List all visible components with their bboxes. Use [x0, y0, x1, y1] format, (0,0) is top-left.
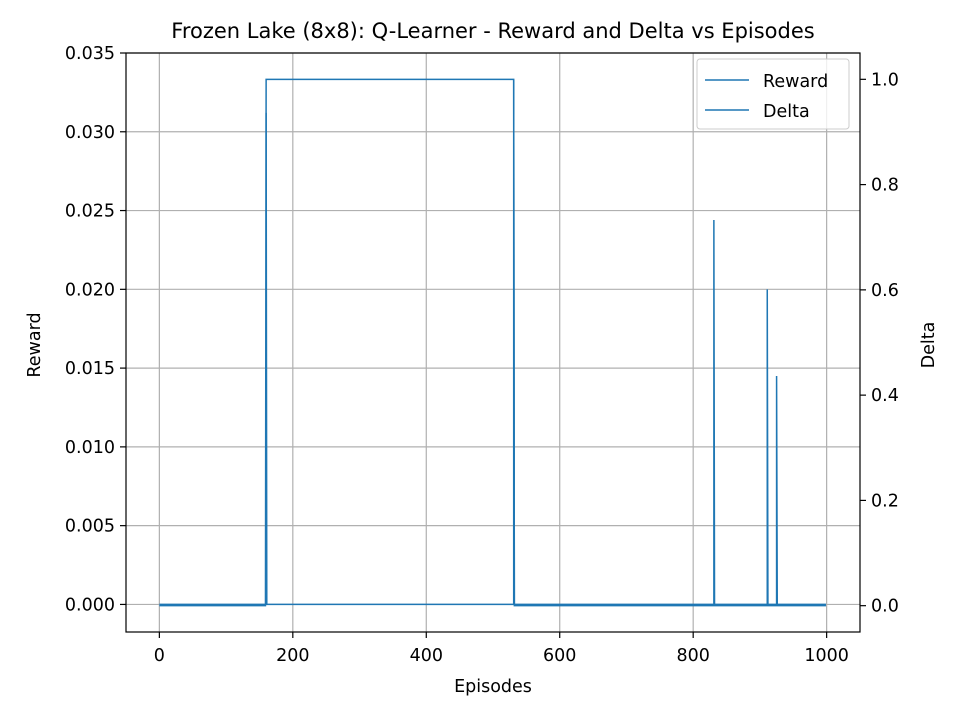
y-tick-label-right: 0.4: [871, 386, 899, 406]
x-tick-label: 600: [543, 646, 576, 666]
series-line-delta: [159, 78, 826, 607]
y-tick-label-right: 0.0: [871, 597, 899, 617]
y-tick-label-left: 0.000: [65, 595, 115, 615]
y-axis-right: 0.0 0.2 0.4 0.6 0.8 1.0: [860, 70, 899, 617]
y-tick-label-left: 0.010: [65, 438, 115, 458]
x-tick-label: 200: [276, 646, 309, 666]
y-axis-label: Reward: [25, 312, 45, 377]
y-tick-label-left: 0.015: [65, 359, 115, 379]
y-axis-left: 0.000 0.005 0.010 0.015 0.020 0.025 0.030 0.035: [65, 44, 126, 615]
x-tick-label: 0: [154, 646, 165, 666]
y-tick-label-right: 0.8: [871, 176, 899, 196]
series-layer: [159, 78, 826, 607]
x-axis-label: Episodes: [454, 677, 532, 697]
y-tick-label-left: 0.025: [65, 202, 115, 222]
legend-label-reward: Reward: [763, 72, 828, 92]
y-tick-label-left: 0.035: [65, 44, 115, 64]
chart-title: Frozen Lake (8x8): Q-Learner - Reward an…: [171, 19, 814, 43]
y-tick-label-right: 0.2: [871, 491, 899, 511]
y-tick-label-right: 1.0: [871, 70, 899, 90]
y-tick-label-left: 0.030: [65, 123, 115, 143]
y-axis-label-right: Delta: [919, 322, 939, 369]
legend: Reward Delta: [696, 58, 850, 130]
x-tick-label: 1000: [804, 646, 849, 666]
x-tick-label: 800: [676, 646, 709, 666]
legend-label-delta: Delta: [763, 102, 810, 122]
y-tick-label-right: 0.6: [871, 281, 899, 301]
x-tick-label: 400: [410, 646, 443, 666]
legend-box: [696, 58, 850, 130]
x-axis: 0 200 400 600 800 1000: [154, 632, 849, 666]
y-tick-label-left: 0.020: [65, 280, 115, 300]
plot-frame: [125, 52, 861, 633]
y-tick-label-left: 0.005: [65, 517, 115, 537]
